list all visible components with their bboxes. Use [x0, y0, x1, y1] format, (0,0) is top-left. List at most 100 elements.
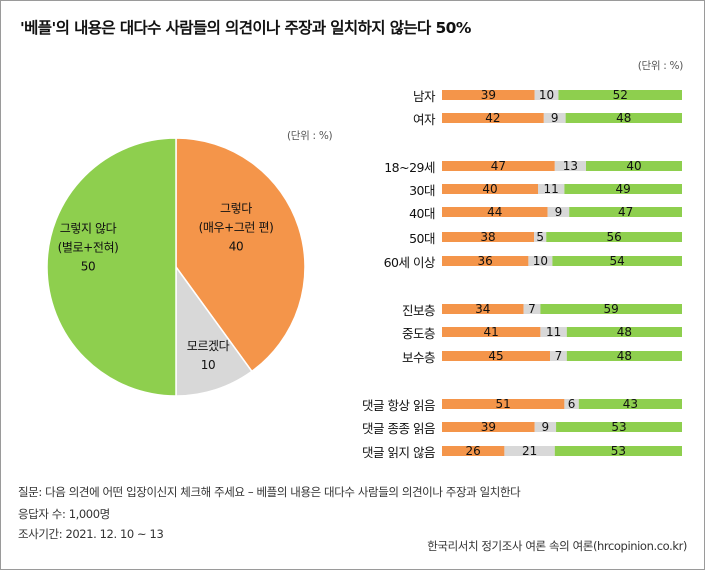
bar-row-label: 댓글 종종 읽음: [362, 421, 435, 436]
bar-segment-6-2: [552, 256, 682, 266]
bar-segment-3-0: [442, 184, 538, 194]
bar-value-7-0: 34: [475, 302, 490, 316]
bar-value-1-2: 48: [616, 111, 631, 125]
bar-segment-2-1: [554, 161, 586, 171]
bar-segment-10-2: [578, 399, 682, 409]
bar-segment-12-0: [442, 446, 505, 456]
bar-segment-10-1: [564, 399, 579, 409]
bar-segment-8-1: [540, 327, 567, 337]
bar-segment-5-1: [534, 232, 547, 242]
bar-segment-12-2: [554, 446, 682, 456]
bar-value-10-1: 6: [568, 397, 576, 411]
bar-value-9-0: 45: [488, 349, 503, 363]
bar-value-6-0: 36: [478, 254, 493, 268]
bar-value-1-0: 42: [485, 111, 500, 125]
bar-value-9-2: 48: [617, 349, 632, 363]
bar-row-label: 댓글 항상 읽음: [362, 398, 435, 413]
bar-row-label: 보수층: [401, 350, 436, 365]
bar-value-4-0: 44: [487, 205, 502, 219]
bar-segment-4-0: [442, 207, 548, 217]
bar-value-2-0: 47: [491, 159, 506, 173]
bar-segment-0-0: [442, 90, 535, 100]
bar-segment-9-0: [442, 351, 550, 361]
bar-segment-2-0: [442, 161, 555, 171]
bar-value-2-2: 40: [626, 159, 641, 173]
bar-value-0-1: 10: [539, 88, 554, 102]
bar-value-11-0: 39: [481, 420, 496, 434]
bar-segment-12-1: [504, 446, 555, 456]
bar-value-3-1: 11: [544, 182, 559, 196]
bar-segment-0-2: [558, 90, 682, 100]
bar-value-10-2: 43: [623, 397, 638, 411]
bar-segment-5-0: [442, 232, 535, 242]
bar-segment-11-2: [556, 422, 682, 432]
pie-label-1-value: 10: [201, 358, 215, 372]
pie-label-0-sub: (매우+그런 편): [199, 221, 274, 235]
bar-value-10-0: 51: [496, 397, 511, 411]
bar-value-8-1: 11: [546, 325, 561, 339]
bar-row-label: 60세 이상: [383, 255, 436, 270]
bar-row-label: 40대: [409, 206, 435, 221]
bar-segment-7-2: [540, 304, 682, 314]
pie-label-2-value: 50: [81, 260, 95, 274]
bar-value-5-2: 56: [606, 230, 621, 244]
bar-value-0-0: 39: [481, 88, 496, 102]
bar-segment-9-1: [550, 351, 567, 361]
pie-slice-0: [175, 137, 306, 373]
bar-segment-1-1: [543, 113, 566, 123]
bar-segment-5-2: [546, 232, 682, 242]
bar-segment-4-2: [569, 207, 682, 217]
bar-segment-2-2: [586, 161, 682, 171]
bar-value-8-2: 48: [617, 325, 632, 339]
pie-unit-label: (단위 : %): [287, 130, 333, 142]
bar-row-label: 남자: [412, 89, 436, 104]
bar-segment-8-2: [566, 327, 682, 337]
footer-source: 한국리서치 정기조사 여론 속의 여론(hrcopinion.co.kr): [427, 539, 687, 553]
bar-segment-3-2: [564, 184, 682, 194]
bar-value-8-0: 41: [484, 325, 499, 339]
footer-respondents: 응답자 수: 1,000명: [18, 507, 110, 521]
bar-row-label: 18~29세: [384, 160, 435, 175]
bar-value-4-1: 9: [555, 205, 563, 219]
bar-segment-11-0: [442, 422, 535, 432]
bar-value-3-2: 49: [616, 182, 631, 196]
bar-value-5-1: 5: [536, 230, 544, 244]
bar-row-label: 여자: [412, 112, 436, 127]
pie-slice-2: [46, 137, 177, 397]
bar-value-2-1: 13: [563, 159, 578, 173]
pie-label-1-name: 모르겠다: [187, 339, 230, 353]
chart-title: '베플'의 내용은 대다수 사람들의 의견이나 주장과 일치하지 않는다 50%: [20, 19, 471, 37]
bar-value-12-2: 53: [611, 444, 626, 458]
bar-value-12-0: 26: [466, 444, 481, 458]
bar-unit-label: (단위 : %): [637, 60, 684, 72]
bar-segment-6-1: [528, 256, 553, 266]
bar-row-label: 댓글 읽지 않음: [362, 445, 435, 460]
bar-value-0-2: 52: [613, 88, 628, 102]
bar-value-6-2: 54: [610, 254, 625, 268]
pie-label-2-sub: (별로+전혀): [58, 241, 119, 255]
bar-value-1-1: 9: [551, 111, 559, 125]
pie-slice-1: [175, 264, 253, 397]
bar-value-3-0: 40: [482, 182, 497, 196]
bar-value-11-2: 53: [611, 420, 626, 434]
bar-value-6-1: 10: [533, 254, 548, 268]
bar-value-4-2: 47: [618, 205, 633, 219]
bar-segment-1-2: [565, 113, 682, 123]
bar-value-7-2: 59: [604, 302, 619, 316]
bar-segment-0-1: [534, 90, 559, 100]
pie-label-0-value: 40: [229, 240, 243, 254]
footer-question: 질문: 다음 의견에 어떤 입장이신지 체크해 주세요 – 베플의 내용은 대다…: [18, 485, 521, 499]
pie-label-0-name: 그렇다: [220, 201, 252, 216]
footer-period: 조사기간: 2021. 12. 10 ~ 13: [18, 527, 164, 541]
bar-segment-7-0: [442, 304, 524, 314]
bar-segment-6-0: [442, 256, 529, 266]
pie-label-2-name: 그렇지 않다: [60, 221, 117, 236]
bar-segment-9-2: [566, 351, 682, 361]
bar-value-7-1: 7: [528, 302, 536, 316]
bar-value-9-1: 7: [555, 349, 563, 363]
bar-segment-10-0: [442, 399, 565, 409]
bar-value-5-0: 38: [480, 230, 495, 244]
bar-segment-3-1: [538, 184, 565, 194]
